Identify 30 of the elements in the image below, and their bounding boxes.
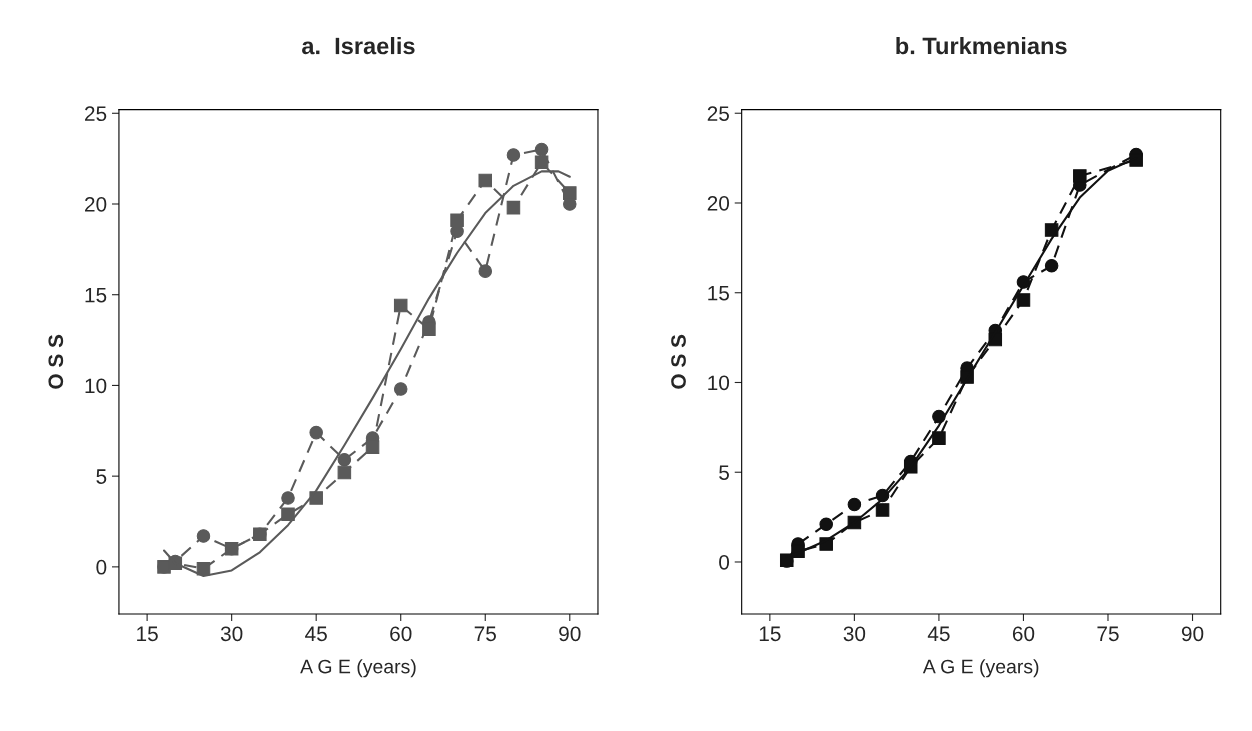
x-axis-title: A G E (years)	[300, 659, 416, 678]
x-tick-label: 30	[843, 626, 866, 642]
y-tick-label: 20	[707, 195, 730, 211]
chart-title: b. Turkmenians	[896, 36, 1067, 55]
y-tick-label: 10	[708, 375, 730, 391]
y-tick-label: 5	[96, 469, 107, 484]
chart-title: a. Israelis	[302, 36, 415, 55]
y-tick-label: 15	[85, 287, 107, 303]
x-tick-label: 60	[1012, 626, 1035, 642]
y-tick-label: 0	[96, 559, 107, 575]
y-tick-label: 20	[85, 197, 107, 212]
x-tick-label: 75	[474, 626, 496, 642]
y-tick-label: 25	[707, 106, 729, 121]
y-tick-label: 5	[719, 465, 729, 480]
y-tick-label: 0	[719, 554, 730, 570]
x-tick-label: 90	[1181, 626, 1204, 642]
x-tick-label: 45	[305, 626, 327, 642]
x-tick-label: 45	[927, 626, 950, 642]
y-tick-label: 10	[85, 378, 107, 394]
x-tick-label: 90	[559, 626, 581, 642]
x-tick-label: 15	[137, 626, 158, 642]
y-axis-title: O S S	[671, 334, 686, 389]
x-tick-label: 75	[1097, 626, 1119, 642]
x-tick-label: 60	[390, 626, 412, 642]
y-axis-title: O S S	[48, 334, 64, 389]
y-tick-label: 25	[85, 106, 107, 122]
y-tick-label: 15	[708, 285, 729, 301]
x-axis-title: A G E (years)	[922, 659, 1039, 678]
x-tick-label: 30	[220, 626, 243, 642]
x-tick-label: 15	[759, 626, 781, 642]
